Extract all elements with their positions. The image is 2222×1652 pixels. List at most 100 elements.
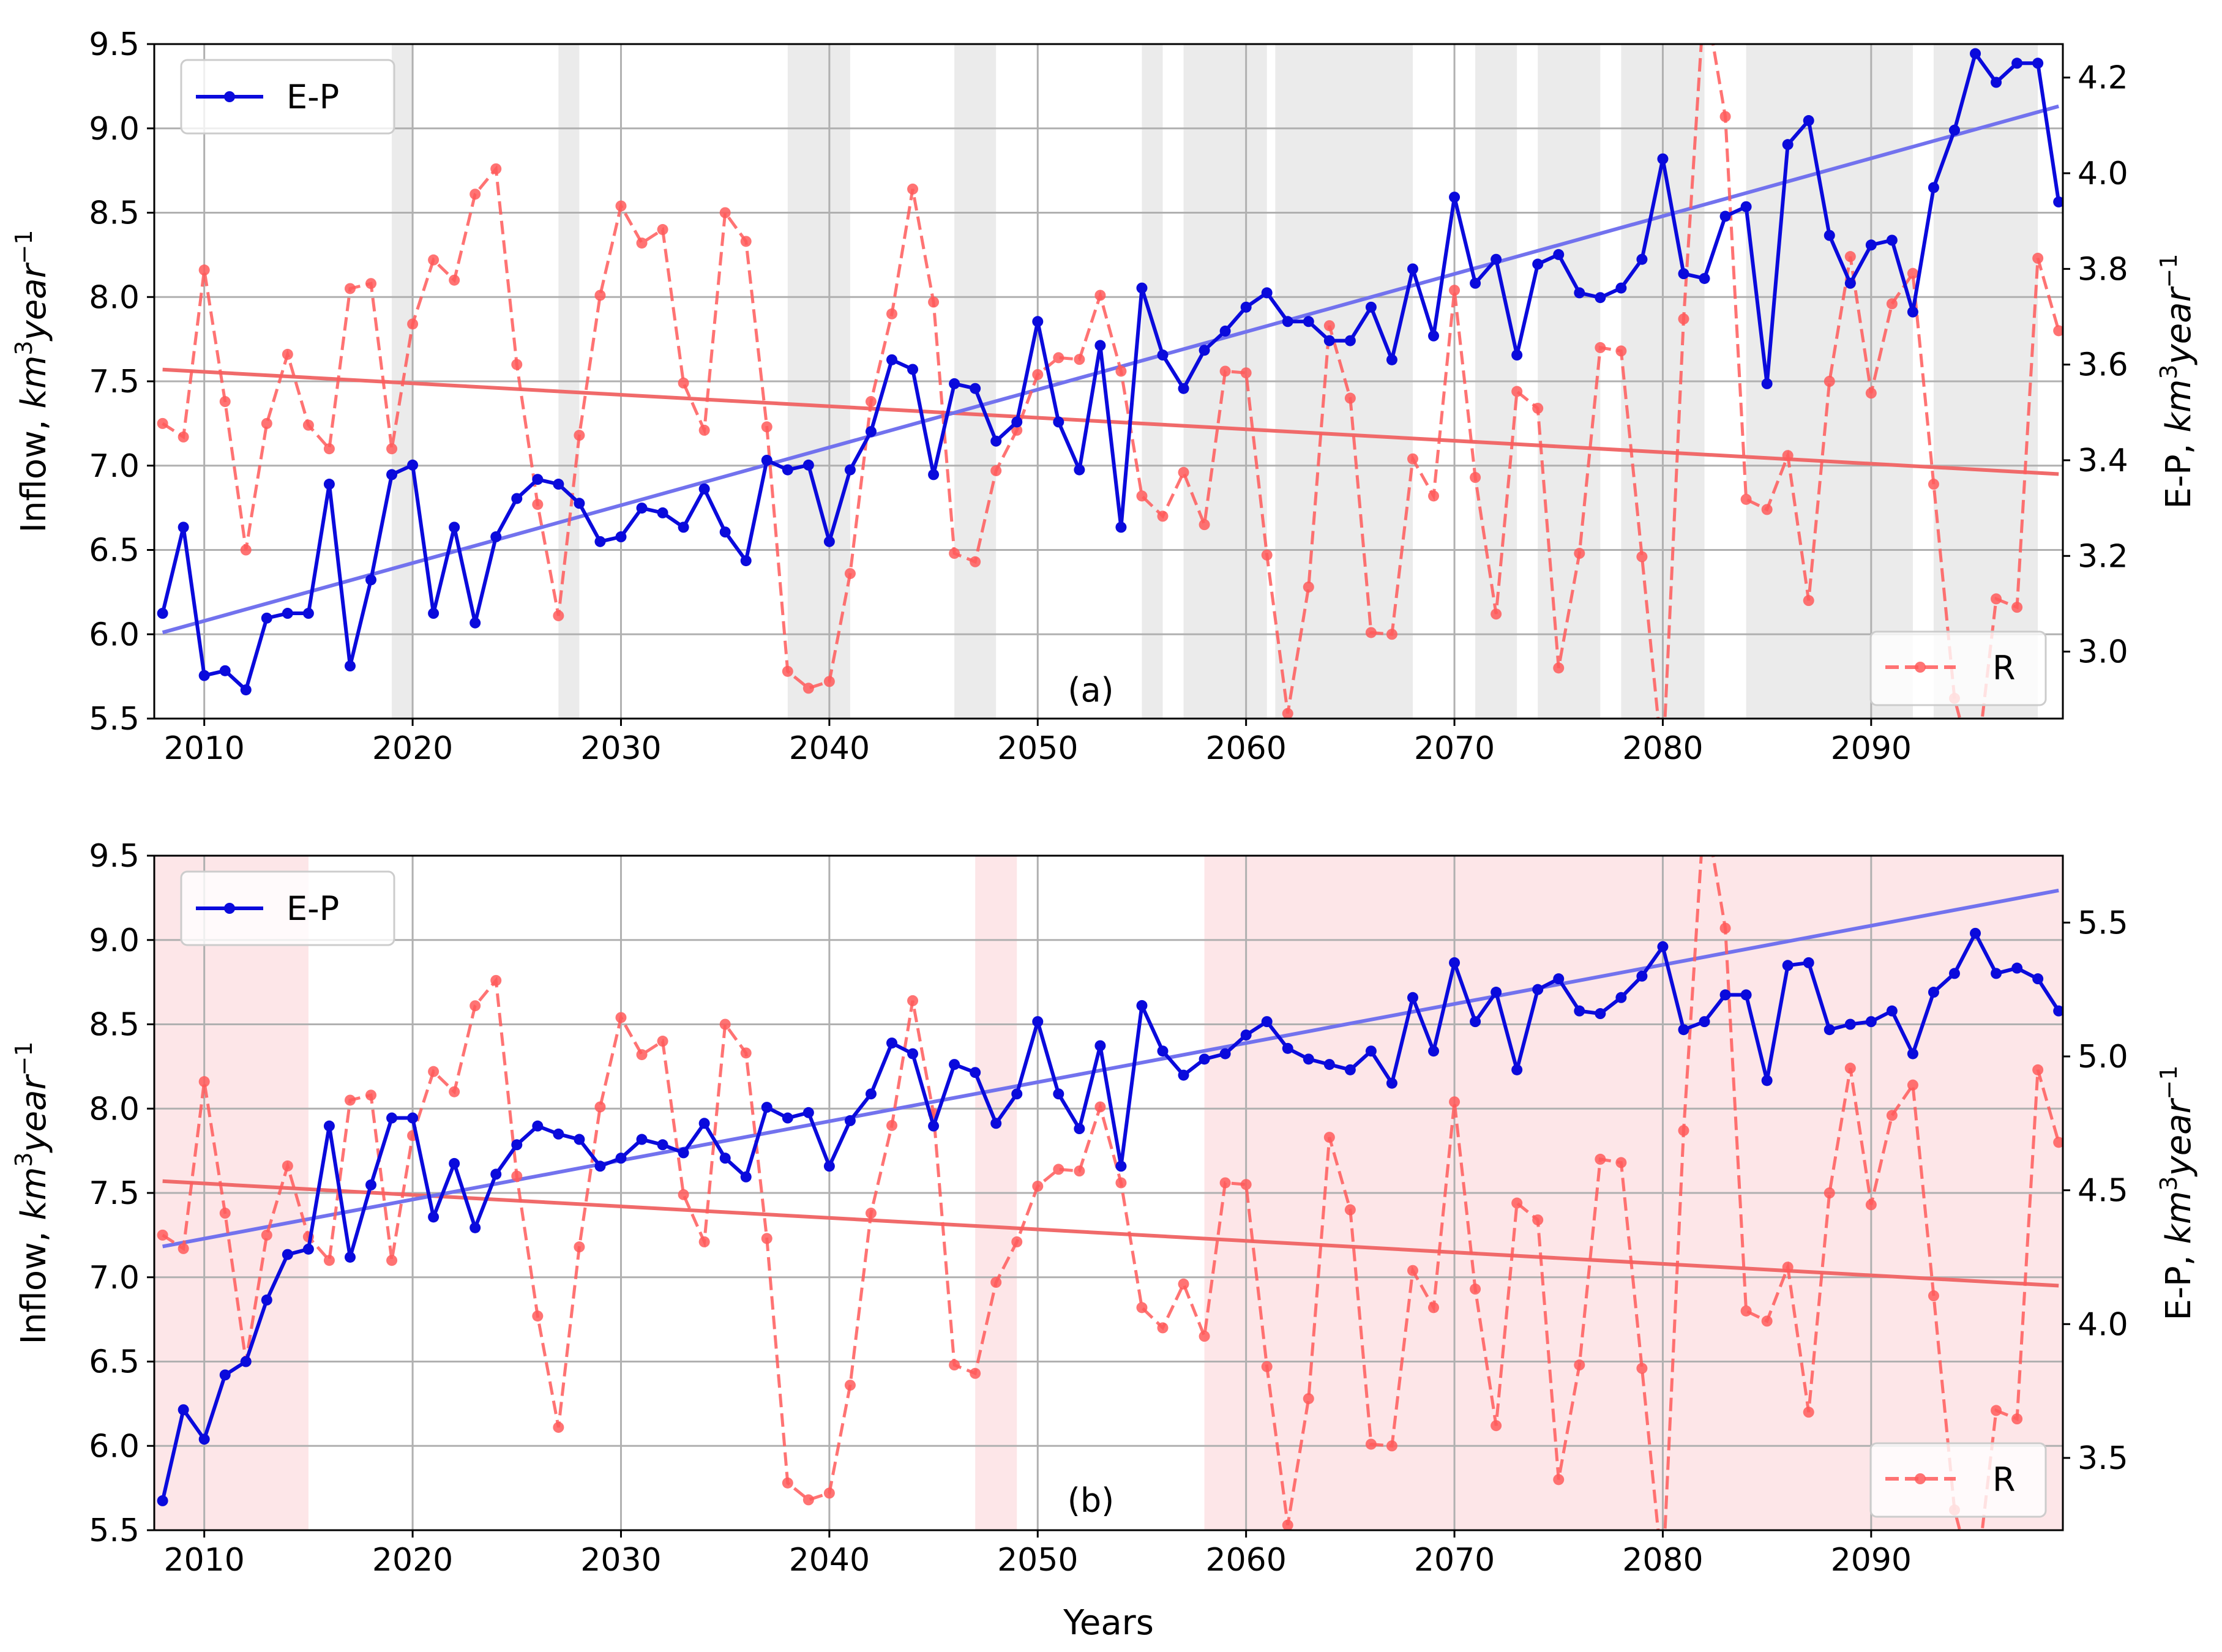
ep-point-a-2073 — [1511, 349, 1523, 361]
inflow-r-point-b-2009 — [178, 1243, 189, 1254]
ep-point-b-2046 — [949, 1059, 960, 1071]
x-tick-label-a-2040: 2040 — [789, 730, 870, 767]
ep-point-a-2042 — [865, 426, 877, 438]
inflow-r-point-b-2059 — [1219, 1177, 1231, 1189]
ep-point-b-2010 — [198, 1433, 210, 1445]
ep-point-b-2091 — [1886, 1005, 1898, 1017]
inflow-r-point-b-2028 — [574, 1241, 585, 1253]
inflow-r-point-b-2087 — [1803, 1407, 1814, 1418]
inflow-r-point-b-2041 — [844, 1380, 856, 1391]
x-tick-label-b-2020: 2020 — [372, 1542, 453, 1579]
ep-point-a-2031 — [636, 503, 648, 514]
ep-point-b-2095 — [1970, 927, 1981, 939]
ep-point-b-2031 — [636, 1134, 648, 1145]
ep-point-a-2038 — [782, 464, 793, 476]
ep-point-b-2069 — [1428, 1045, 1440, 1057]
inflow-r-point-a-2072 — [1491, 608, 1502, 620]
ep-point-b-2067 — [1386, 1077, 1397, 1089]
inflow-r-point-a-2054 — [1115, 365, 1127, 377]
inflow-r-point-b-2016 — [323, 1255, 335, 1266]
inflow-r-point-b-2067 — [1386, 1440, 1397, 1452]
ep-point-b-2052 — [1074, 1123, 1085, 1135]
inflow-r-point-b-2011 — [219, 1208, 231, 1219]
r-trend-line-b — [162, 1179, 2059, 1288]
ep-point-a-2060 — [1240, 301, 1252, 313]
x-tick-label-b-2060: 2060 — [1205, 1542, 1286, 1579]
ep-point-b-2098 — [2032, 973, 2044, 985]
ep-point-b-2044 — [907, 1048, 919, 1060]
ep-point-b-2055 — [1136, 1000, 1148, 1011]
ep-point-a-2035 — [719, 526, 731, 538]
inflow-r-point-a-2018 — [365, 278, 377, 290]
inflow-r-point-a-2055 — [1136, 490, 1148, 502]
inflow-r-point-b-2082 — [1699, 799, 1710, 810]
ep-point-a-2096 — [1991, 77, 2002, 88]
inflow-r-point-a-2065 — [1344, 392, 1356, 404]
inflow-r-point-a-2083 — [1719, 111, 1731, 122]
inflow-r-point-a-2087 — [1803, 595, 1814, 607]
y-tick-label-b-9.0: 9.0 — [89, 922, 140, 959]
ep-point-a-2024 — [490, 531, 502, 543]
ep-point-b-2038 — [782, 1112, 793, 1124]
inflow-r-point-a-2036 — [740, 236, 752, 247]
inflow-r-point-b-2077 — [1595, 1153, 1606, 1165]
inflow-r-point-b-2053 — [1094, 1101, 1106, 1113]
inflow-r-point-a-2068 — [1407, 453, 1418, 465]
ep-point-a-2008 — [157, 608, 168, 619]
inflow-r-point-a-2031 — [636, 237, 648, 249]
ep-point-a-2062 — [1282, 316, 1293, 327]
y-tick-label-a-7.0: 7.0 — [89, 448, 140, 485]
ep-point-b-2021 — [428, 1211, 440, 1223]
inflow-r-point-a-2039 — [802, 682, 814, 694]
ep-point-a-2056 — [1157, 349, 1169, 361]
ep-point-a-2069 — [1428, 330, 1440, 342]
inflow-r-point-b-2085 — [1761, 1315, 1773, 1327]
y-tick-label-b-9.5: 9.5 — [89, 838, 140, 875]
ep-point-a-2047 — [970, 383, 981, 394]
ep-point-b-2028 — [574, 1134, 585, 1145]
inflow-r-point-a-2008 — [157, 417, 168, 429]
x-tick-label-a-2090: 2090 — [1831, 730, 1912, 767]
x-tick-label-a-2050: 2050 — [997, 730, 1078, 767]
ep-point-a-2019 — [386, 469, 398, 480]
inflow-r-point-a-2023 — [469, 189, 481, 200]
inflow-r-point-b-2064 — [1323, 1132, 1335, 1143]
inflow-r-point-a-2010 — [198, 264, 210, 276]
ep-point-a-2074 — [1532, 258, 1544, 270]
y-tick-label-a-5.5: 5.5 — [89, 701, 140, 738]
ep-point-b-2016 — [323, 1120, 335, 1132]
ep-point-b-2073 — [1511, 1064, 1523, 1075]
ep-point-a-2033 — [678, 521, 689, 533]
ep-point-a-2086 — [1782, 139, 1794, 151]
inflow-r-point-b-2068 — [1407, 1265, 1418, 1276]
ep-point-b-2076 — [1574, 1005, 1585, 1017]
ep-point-b-2094 — [1948, 968, 1960, 979]
y-tick-label-b-8.0: 8.0 — [89, 1091, 140, 1127]
ep-point-a-2085 — [1761, 378, 1773, 389]
inflow-r-series-b — [157, 799, 2063, 1530]
ep-point-a-2052 — [1074, 464, 1085, 476]
x-tick-label-b-2040: 2040 — [789, 1542, 870, 1579]
ep-point-a-2044 — [907, 364, 919, 375]
inflow-r-line-b — [162, 856, 2060, 1530]
ep-point-b-2086 — [1782, 960, 1794, 971]
inflow-r-point-a-2092 — [1907, 267, 1918, 279]
ep-point-a-2068 — [1407, 263, 1418, 275]
inflow-r-point-b-2062 — [1282, 1519, 1293, 1530]
ep-point-b-2058 — [1199, 1053, 1210, 1065]
ep-point-b-2014 — [282, 1249, 293, 1260]
ep-point-b-2064 — [1323, 1059, 1335, 1071]
ep-point-b-2026 — [532, 1120, 544, 1132]
y-tick-label-b-5.5: 5.5 — [89, 1512, 140, 1549]
y2-tick-label-a-4.2: 4.2 — [2078, 60, 2128, 97]
inflow-r-point-a-2033 — [678, 377, 689, 389]
inflow-r-point-a-2014 — [282, 348, 293, 360]
ep-point-a-2078 — [1615, 282, 1627, 294]
legend-r-a: R — [1869, 630, 2047, 706]
y2-tick-label-a-4.0: 4.0 — [2078, 155, 2128, 192]
ep-point-b-2089 — [1844, 1018, 1856, 1030]
panel-b: 2010 2020 2030 2040 2050 2060 2070 2080 2090 5.5 6… — [10, 799, 2199, 1643]
ep-point-a-2098 — [2032, 58, 2044, 69]
legend-ep-b: E-P — [180, 870, 395, 946]
